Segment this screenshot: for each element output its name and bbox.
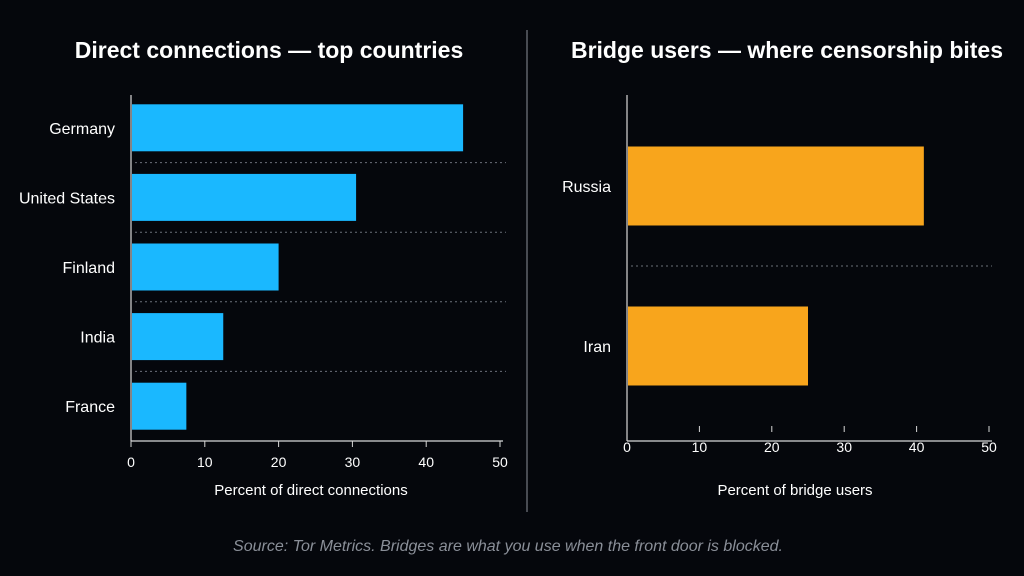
x-tick-label: 50 — [492, 454, 508, 470]
x-tick-label: 10 — [197, 454, 213, 470]
category-label: United States — [19, 190, 115, 207]
x-tick-label: 40 — [909, 439, 925, 455]
right-x-axis-label: Percent of bridge users — [717, 482, 872, 499]
bar-finland — [132, 243, 279, 291]
bar-germany — [132, 104, 464, 152]
category-label: Russia — [562, 179, 611, 196]
right-chart-title: Bridge users — where censorship bites — [571, 37, 1003, 63]
left-panel: Direct connections — top countries Germa… — [19, 37, 508, 499]
bar-united-states — [132, 173, 357, 221]
category-label: Germany — [49, 121, 115, 138]
x-tick-label: 20 — [271, 454, 287, 470]
x-tick-label: 0 — [623, 439, 631, 455]
bar-russia — [628, 146, 924, 226]
category-label: France — [65, 399, 115, 416]
x-tick-label: 0 — [127, 454, 135, 470]
left-x-axis-label: Percent of direct connections — [214, 482, 407, 499]
left-chart-title: Direct connections — top countries — [75, 37, 464, 63]
right-panel: Bridge users — where censorship bites Ru… — [562, 37, 1003, 499]
x-tick-label: 30 — [836, 439, 852, 455]
bar-france — [132, 382, 187, 430]
x-tick-label: 20 — [764, 439, 780, 455]
bar-iran — [628, 306, 808, 386]
x-tick-label: 10 — [692, 439, 708, 455]
source-note: Source: Tor Metrics. Bridges are what yo… — [233, 538, 783, 555]
bar-india — [132, 313, 224, 361]
x-tick-label: 40 — [418, 454, 434, 470]
category-label: India — [80, 330, 115, 347]
x-tick-label: 50 — [981, 439, 997, 455]
x-tick-label: 30 — [345, 454, 361, 470]
category-label: Iran — [583, 339, 611, 356]
category-label: Finland — [63, 260, 115, 277]
